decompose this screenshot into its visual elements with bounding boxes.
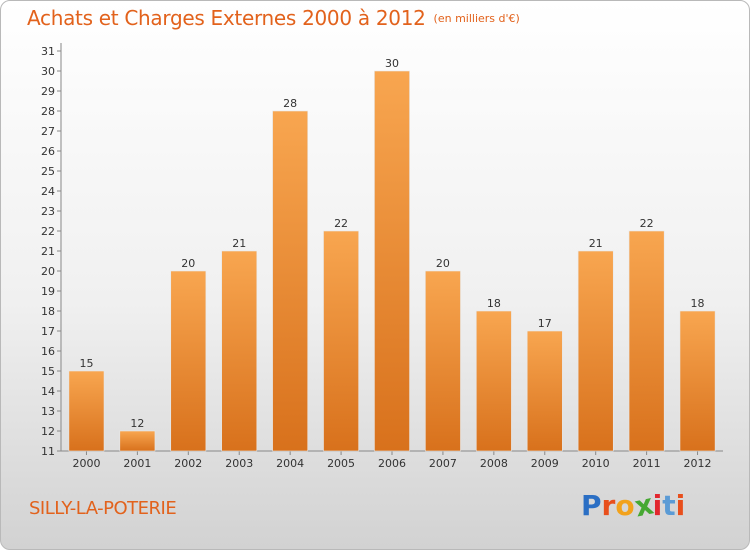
bar [374, 70, 410, 452]
bar [577, 250, 614, 452]
bar [170, 270, 207, 452]
logo-letter: r [601, 489, 616, 522]
y-tick-label: 24 [41, 185, 55, 198]
y-tick-label: 23 [41, 205, 55, 218]
chart-title-text: Achats et Charges Externes 2000 à 2012 [27, 6, 426, 30]
x-tick-label: 2000 [72, 457, 100, 470]
y-tick-label: 12 [41, 425, 55, 438]
x-tick-label: 2008 [480, 457, 508, 470]
data-label: 28 [283, 97, 297, 110]
data-label: 21 [232, 237, 246, 250]
bar [272, 110, 309, 452]
proxiti-logo: Proxiti [581, 487, 686, 523]
y-tick-label: 28 [41, 105, 55, 118]
data-label: 17 [538, 317, 552, 330]
bar [323, 230, 359, 452]
data-label: 21 [589, 237, 603, 250]
x-tick-label: 2009 [531, 457, 559, 470]
y-tick-label: 25 [41, 165, 55, 178]
logo-letter: P [581, 489, 602, 522]
y-tick-label: 11 [41, 445, 55, 458]
y-tick-label: 21 [41, 245, 55, 258]
chart-title: Achats et Charges Externes 2000 à 2012 (e… [27, 6, 520, 30]
x-tick-label: 2005 [327, 457, 355, 470]
x-tick-label: 2001 [123, 457, 151, 470]
y-tick-label: 26 [41, 145, 55, 158]
bar [526, 330, 563, 452]
y-tick-label: 27 [41, 125, 55, 138]
x-tick-label: 2011 [633, 457, 661, 470]
logo-letter: i [652, 489, 663, 522]
data-label: 18 [691, 297, 705, 310]
y-tick-label: 19 [41, 285, 55, 298]
x-tick-label: 2002 [174, 457, 202, 470]
commune-name: SILLY-LA-POTERIE [29, 498, 177, 519]
y-tick-label: 18 [41, 305, 55, 318]
data-label: 12 [130, 417, 144, 430]
y-tick-label: 17 [41, 325, 55, 338]
chart-unit: (en milliers d'€) [433, 12, 520, 25]
bar [119, 430, 156, 452]
bar [475, 310, 512, 452]
x-tick-label: 2007 [429, 457, 457, 470]
logo-letter: i [675, 489, 686, 522]
y-tick-label: 20 [41, 265, 55, 278]
x-tick-label: 2010 [582, 457, 610, 470]
data-label: 15 [79, 357, 93, 370]
x-tick-label: 2012 [684, 457, 712, 470]
x-tick-label: 2004 [276, 457, 304, 470]
x-tick-label: 2003 [225, 457, 253, 470]
logo-letter: t [662, 489, 676, 522]
bar [679, 310, 716, 452]
bar [221, 250, 258, 452]
y-tick-label: 13 [41, 405, 55, 418]
y-tick-label: 30 [41, 65, 55, 78]
data-label: 22 [640, 217, 654, 230]
logo-letter: o [615, 489, 635, 522]
bar [68, 370, 105, 452]
data-label: 30 [385, 57, 399, 70]
x-tick-label: 2006 [378, 457, 406, 470]
data-label: 20 [436, 257, 450, 270]
bar [425, 270, 461, 452]
data-label: 22 [334, 217, 348, 230]
data-label: 18 [487, 297, 501, 310]
data-label: 20 [181, 257, 195, 270]
y-tick-label: 29 [41, 85, 55, 98]
y-tick-label: 16 [41, 345, 55, 358]
y-tick-label: 31 [41, 45, 55, 58]
bar [628, 230, 665, 452]
y-tick-label: 14 [41, 385, 55, 398]
y-tick-label: 22 [41, 225, 55, 238]
y-tick-label: 15 [41, 365, 55, 378]
